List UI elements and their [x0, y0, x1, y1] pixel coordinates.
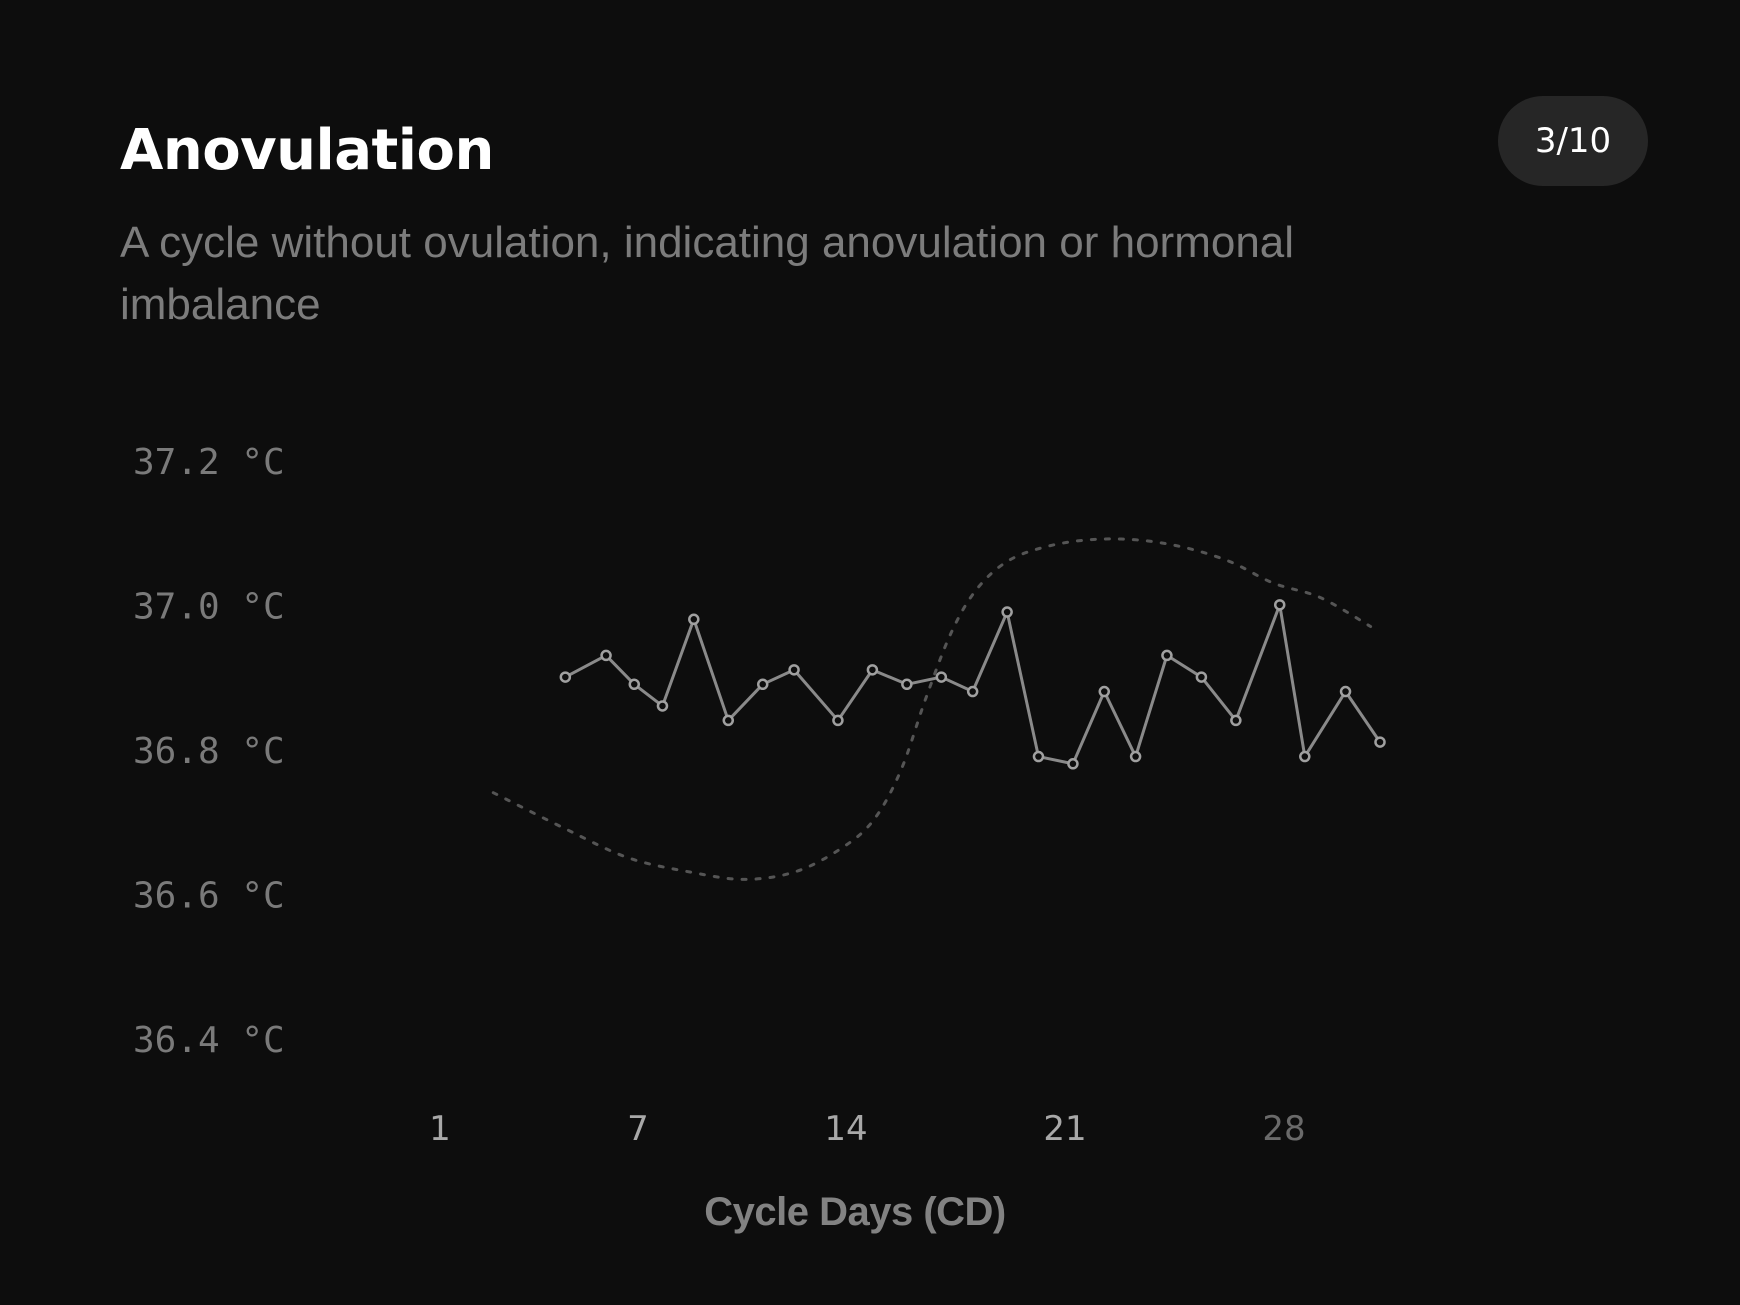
- temperature-point: [656, 700, 669, 712]
- temperature-point: [1230, 714, 1242, 727]
- temperature-point: [600, 649, 612, 662]
- temperature-point: [832, 714, 844, 727]
- y-tick-label: 37.2 °C: [133, 442, 285, 483]
- x-tick-label: 28: [1262, 1109, 1305, 1149]
- x-tick-label: 1: [429, 1109, 451, 1149]
- y-tick-label: 36.6 °C: [133, 876, 285, 917]
- reference-curve: [491, 537, 1373, 881]
- y-tick-label: 36.4 °C: [133, 1020, 285, 1061]
- temperature-point: [1374, 736, 1386, 748]
- temperature-point: [901, 678, 913, 691]
- temperature-point: [1098, 685, 1111, 698]
- x-tick-label: 14: [824, 1109, 867, 1149]
- temperature-point: [1299, 750, 1311, 763]
- temperature-point: [722, 714, 735, 727]
- temperature-point: [628, 678, 641, 691]
- temperature-point: [559, 671, 572, 683]
- temperature-point: [1195, 671, 1208, 683]
- temperature-point: [1001, 606, 1013, 618]
- temperature-point: [935, 671, 948, 683]
- x-tick-label: 7: [627, 1109, 649, 1149]
- y-tick-label: 36.8 °C: [133, 731, 285, 772]
- x-tick-label: 21: [1043, 1109, 1086, 1149]
- temperature-line: [564, 603, 1382, 766]
- temperature-point: [788, 664, 800, 676]
- page-indicator-badge: 3/10: [1498, 96, 1648, 186]
- temperature-point: [1067, 758, 1079, 770]
- temperature-point: [756, 678, 769, 691]
- temperature-point: [1273, 599, 1286, 611]
- y-tick-label: 37.0 °C: [133, 587, 285, 628]
- temperature-point: [1129, 750, 1142, 763]
- x-axis-title: Cycle Days (CD): [704, 1190, 1006, 1234]
- temperature-point: [1161, 649, 1173, 662]
- temperature-point: [1032, 750, 1045, 763]
- temperature-point: [688, 613, 700, 626]
- temperature-point: [1339, 685, 1352, 698]
- page-title: Anovulation: [120, 118, 494, 183]
- page-subtitle: A cycle without ovulation, indicating an…: [120, 218, 1295, 329]
- temperature-point: [966, 685, 979, 698]
- temperature-point: [866, 664, 879, 676]
